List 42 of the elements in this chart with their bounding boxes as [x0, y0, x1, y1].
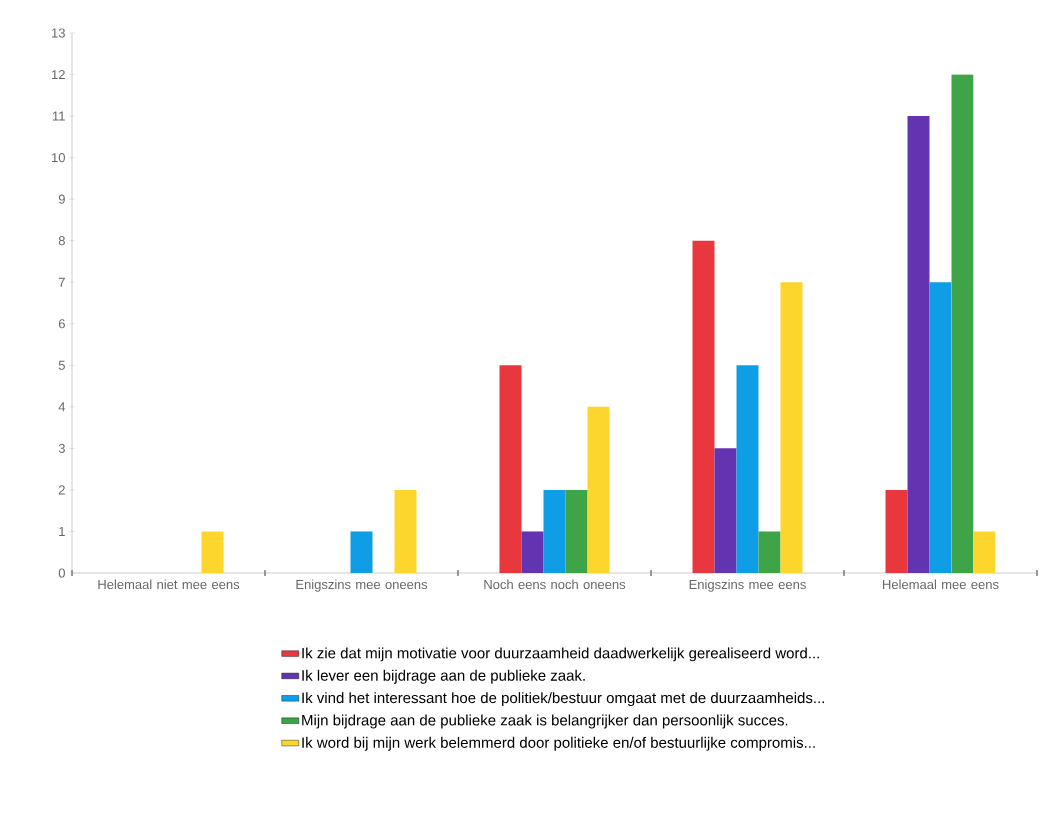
y-tick-label: 4	[58, 402, 66, 412]
y-tick-label: 2	[58, 485, 65, 495]
x-tick-label: Helemaal niet mee eens	[98, 579, 240, 590]
bar	[780, 282, 803, 573]
bar	[758, 531, 781, 573]
legend-label: Ik word bij mijn werk belemmerd door politieke en/of bestuurlijke compromis...	[302, 736, 815, 751]
bar	[350, 531, 373, 573]
y-tick-label: 11	[52, 111, 65, 121]
legend-label: Ik lever een bijdrage aan de publieke zaak.	[302, 669, 585, 684]
y-tick-label: 3	[58, 443, 65, 453]
bar	[201, 531, 224, 573]
bar	[929, 282, 952, 573]
bar	[543, 489, 566, 573]
y-tick-label: 9	[58, 194, 65, 204]
y-tick-label: 0	[58, 568, 65, 578]
y-tick-label: 7	[58, 277, 65, 287]
x-tick-label: Noch eens noch oneens	[484, 579, 626, 590]
y-tick-label: 5	[58, 360, 65, 370]
bar	[521, 531, 544, 573]
bar	[973, 531, 996, 573]
y-tick-label: 13	[52, 28, 65, 38]
legend-label: Ik zie dat mijn motivatie voor duurzaamheid daadwerkelijk gerealiseerd word...	[302, 647, 819, 662]
bar	[394, 489, 417, 573]
y-tick-label: 12	[52, 69, 65, 80]
x-tick-label: Enigszins mee eens	[689, 579, 806, 592]
bar	[565, 489, 588, 573]
legend-label: Mijn bijdrage aan de publieke zaak is belangrijker dan persoonlijk succes.	[302, 714, 788, 729]
x-tick-label: Helemaal mee eens	[883, 579, 999, 590]
x-tick-label: Enigszins mee oneens	[296, 579, 428, 592]
y-tick-label: 10	[52, 153, 65, 163]
y-tick-label: 8	[58, 236, 65, 246]
legend-label: Ik vind het interessant hoe de politiek/bestuur omgaat met de duurzaamheids...	[302, 692, 825, 707]
y-tick-label: 6	[58, 319, 65, 329]
bar	[714, 448, 737, 573]
bar	[587, 406, 610, 573]
bar	[692, 240, 715, 573]
bar	[907, 116, 930, 573]
bar	[499, 365, 522, 573]
bar	[736, 365, 759, 573]
bar	[951, 74, 974, 573]
bar	[885, 489, 908, 573]
y-tick-label: 1	[59, 526, 65, 536]
